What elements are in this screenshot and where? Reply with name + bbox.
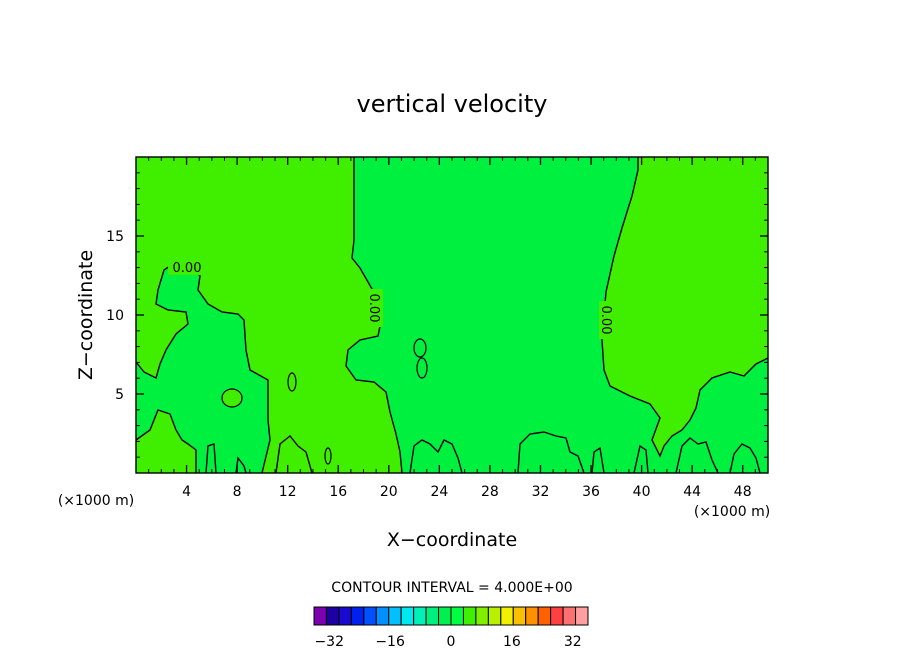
contour-right [601,157,769,458]
x-axis-label: X−coordinate [387,529,517,551]
colorbar-label-3: 16 [503,634,521,650]
colorbar-swatch-4 [363,606,377,626]
chart-title: vertical velocity [357,90,548,118]
y-tick-label-10: 10 [106,308,124,324]
x-tick-label-12: 12 [279,484,297,500]
x-tick-marks [148,157,756,473]
contour-labels: 0.00 0.00 0.00 [168,259,615,339]
colorbar-swatch-0 [313,606,327,626]
contour-surface-5 [517,431,585,474]
contour-interval-text: CONTOUR INTERVAL = 4.000E+00 [331,580,572,596]
colorbar-swatch-10 [438,606,452,626]
colorbar-swatch-20 [562,606,577,626]
y-tick-label-5: 5 [115,387,124,403]
positive-region-right [602,157,768,456]
contour-label-middle: 0.00 [366,294,381,323]
cell-1 [221,388,243,408]
colorbar-swatch-15 [500,606,514,626]
y-tick-label-15: 15 [106,229,124,245]
y-axis-label: Z−coordinate [75,250,97,380]
colorbar-swatch-12 [462,606,477,626]
y-tick-labels: 5 10 15 [106,229,124,403]
colorbar-swatch-19 [550,606,564,626]
colorbar-swatch-6 [388,606,402,626]
x-tick-label-24: 24 [430,484,448,500]
positive-region-left [136,157,402,473]
cell-4 [416,357,428,379]
colorbar-tick-labels: −32 −16 0 16 32 [314,634,581,650]
contour-surface-9 [729,443,761,474]
colorbar-swatch-14 [487,606,502,626]
contour-surface-8 [675,437,719,474]
x-units-left: (×1000 m) [58,493,134,509]
colorbar [313,606,589,626]
colorbar-label-4: 32 [564,634,582,650]
cell-2 [287,372,297,392]
contour-middle [345,157,403,474]
contour-bottom-left [135,409,197,473]
colorbar-swatch-13 [475,606,489,626]
colorbar-swatch-17 [525,606,539,626]
y-tick-marks [136,172,768,458]
contour-surface-1 [205,443,217,474]
colorbar-swatch-5 [375,606,390,626]
colorbar-swatch-9 [425,606,440,626]
contour-surface-7 [633,444,649,474]
colorbar-swatch-21 [575,606,589,626]
x-tick-label-16: 16 [329,484,347,500]
x-tick-label-8: 8 [233,484,242,500]
colorbar-swatch-2 [338,606,352,626]
x-tick-label-20: 20 [380,484,398,500]
cell-3 [413,338,427,358]
contour-label-left: 0.00 [173,261,202,276]
colorbar-swatch-3 [350,606,365,626]
colorbar-swatch-7 [400,606,415,626]
colorbar-swatch-11 [450,606,464,626]
x-tick-label-28: 28 [481,484,499,500]
x-tick-label-36: 36 [582,484,600,500]
contour-surface-4 [409,439,463,474]
colorbar-label-0: −32 [314,634,344,650]
colorbar-swatch-16 [512,606,527,626]
colorbar-label-1: −16 [375,634,405,650]
x-tick-label-44: 44 [683,484,701,500]
contour-surface-3 [275,435,313,474]
x-tick-label-40: 40 [633,484,651,500]
colorbar-swatch-18 [537,606,552,626]
contour-label-right: 0.00 [598,306,613,335]
colorbar-swatch-8 [413,606,427,626]
x-units-right: (×1000 m) [694,504,770,520]
colorbar-label-2: 0 [447,634,456,650]
plot-area: 0.00 0.00 0.00 [135,156,769,474]
x-tick-label-32: 32 [532,484,550,500]
x-tick-label-48: 48 [734,484,752,500]
x-tick-label-4: 4 [182,484,191,500]
contour-surface-6 [591,446,605,474]
x-tick-labels: 4 8 12 16 20 24 28 32 36 40 44 48 [182,484,752,500]
cell-5 [324,447,332,465]
colorbar-swatch-1 [325,606,340,626]
